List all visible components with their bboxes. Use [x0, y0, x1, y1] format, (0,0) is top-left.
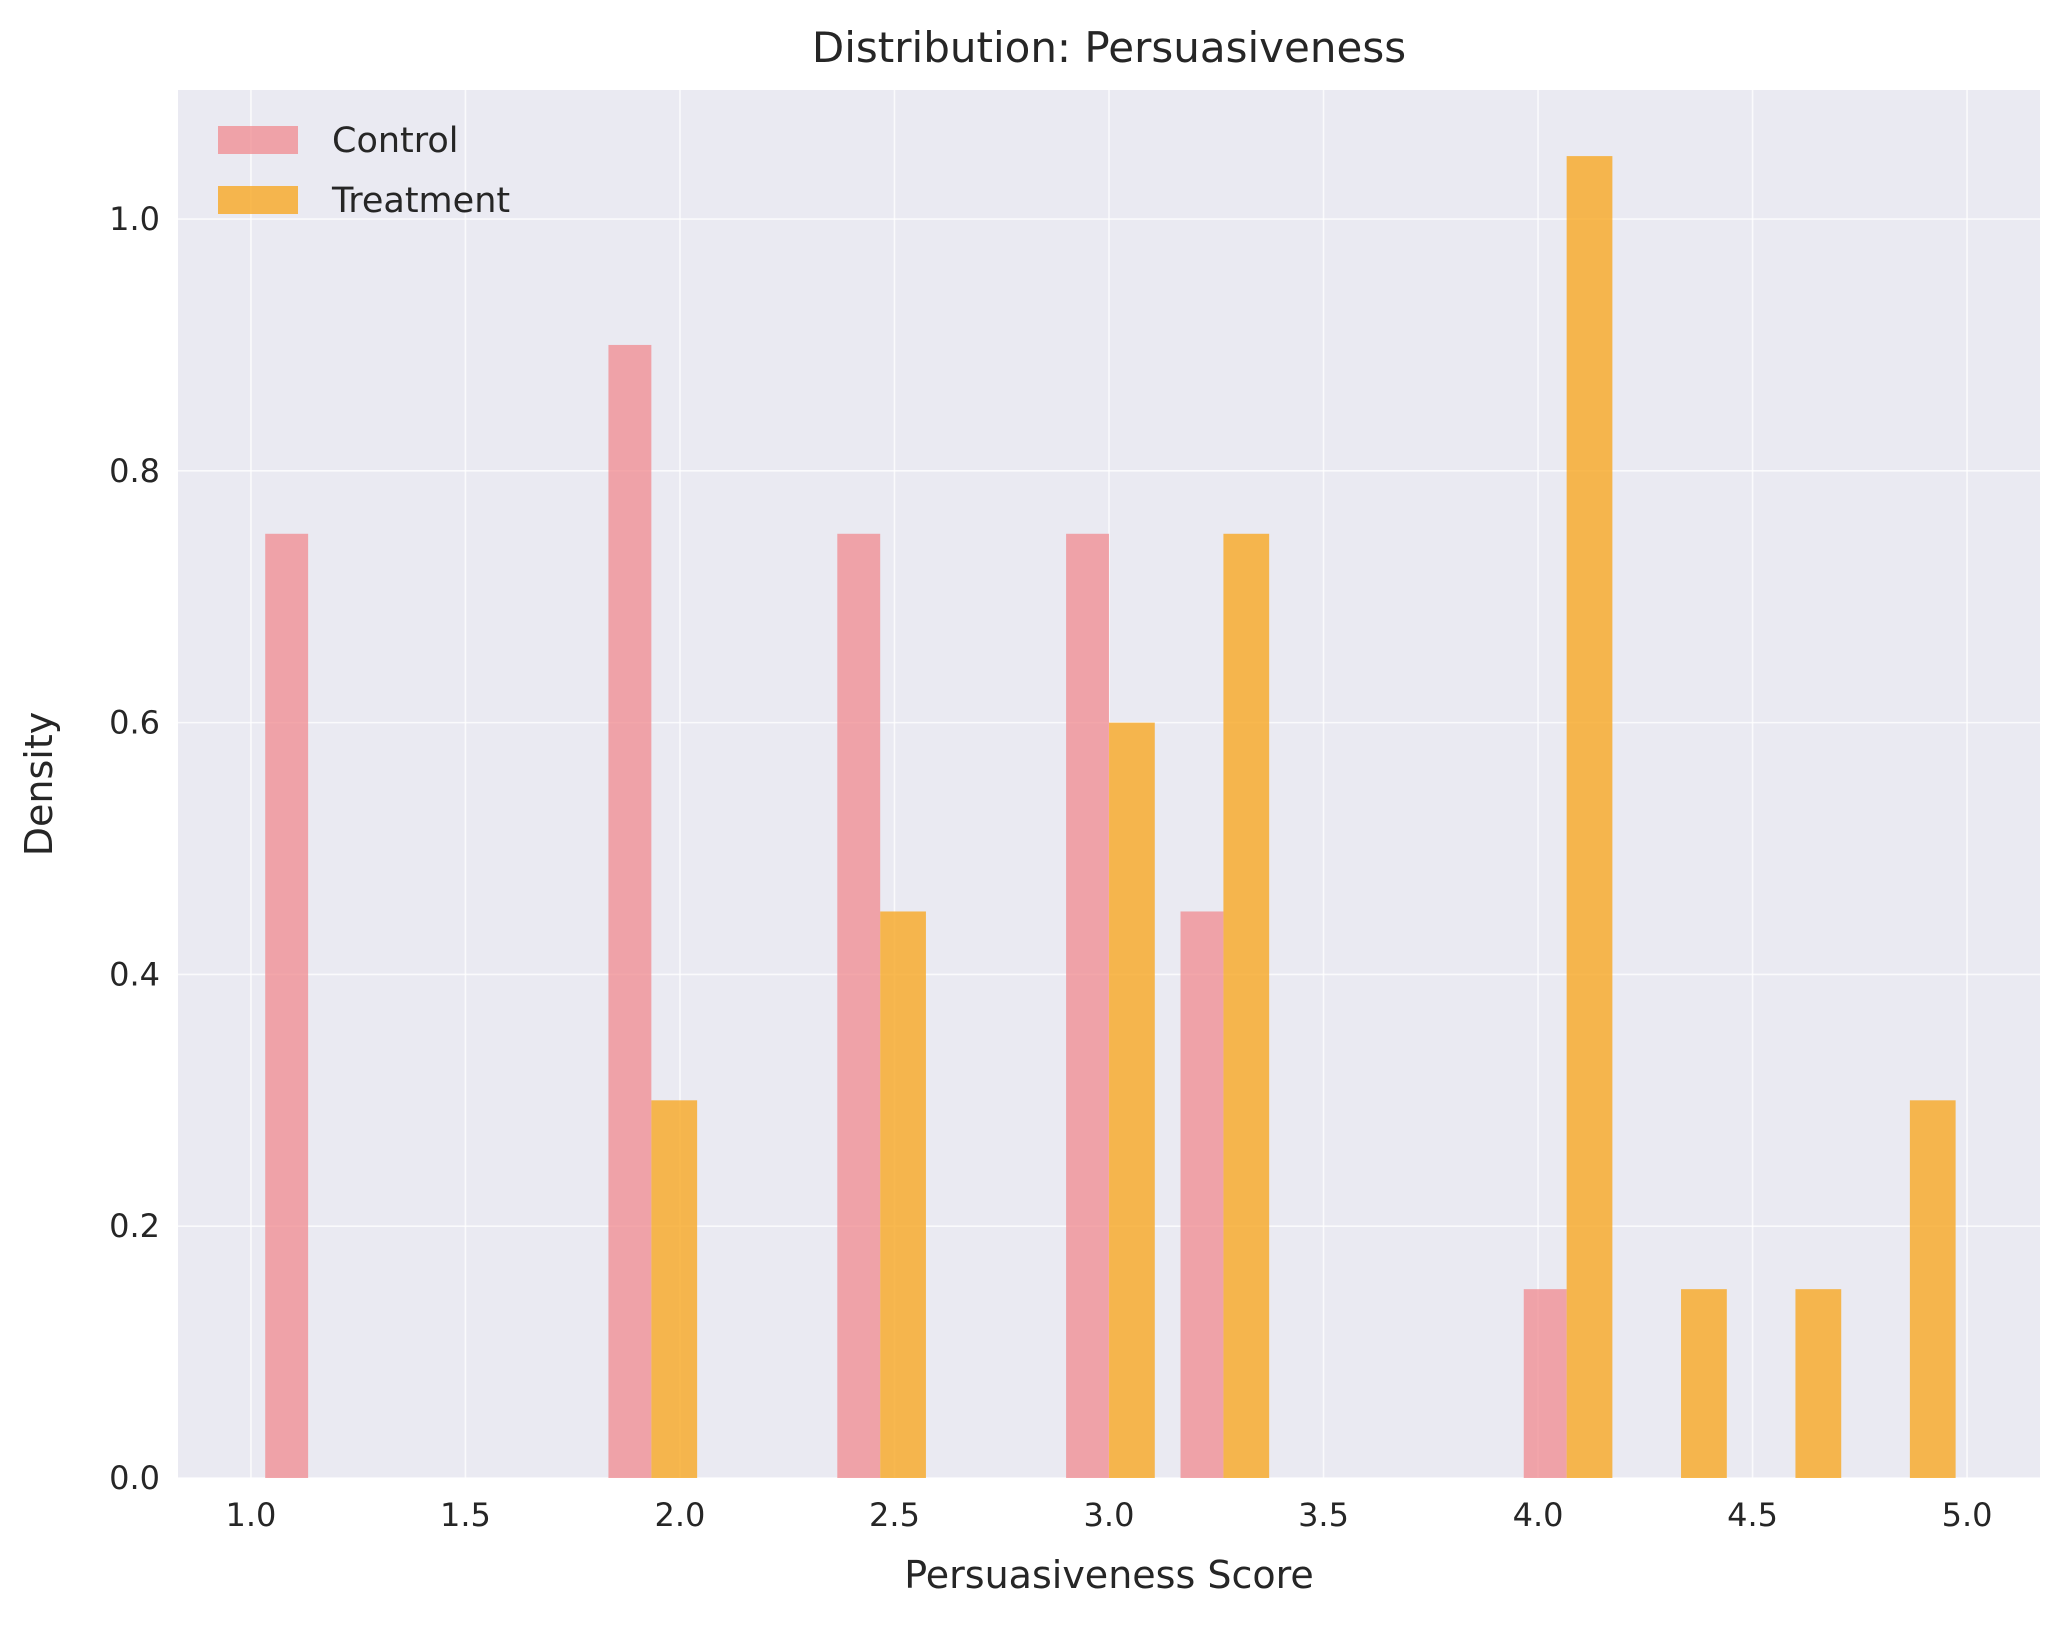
y-tick-labels: 0.0 0.2 0.4 0.6 0.8 1.0 [109, 200, 160, 1497]
x-tick-label: 4.5 [1727, 1496, 1778, 1534]
bar-treatment [1109, 722, 1155, 1478]
bar-control [265, 533, 309, 1478]
bar-treatment [651, 1100, 698, 1478]
bar-treatment [1566, 156, 1613, 1479]
y-tick-label: 0.8 [109, 452, 160, 490]
x-tick-labels: 1.0 1.5 2.0 2.5 3.0 3.5 4.0 4.5 5.0 [225, 1496, 1992, 1534]
x-tick-label: 3.0 [1084, 1496, 1135, 1534]
x-tick-label: 4.0 [1513, 1496, 1564, 1534]
bar-control [837, 533, 881, 1478]
bar-treatment [1909, 1100, 1956, 1478]
bar-treatment [1223, 533, 1270, 1478]
legend-label-treatment: Treatment [331, 181, 510, 221]
legend: Control Treatment [218, 121, 510, 221]
bar-control [608, 344, 652, 1479]
x-tick-label: 1.5 [440, 1496, 491, 1534]
bar-control [1523, 1289, 1567, 1478]
legend-swatch-treatment [218, 186, 298, 214]
chart-title: Distribution: Persuasiveness [812, 23, 1406, 72]
y-tick-label: 0.4 [109, 955, 160, 993]
series-treatment [651, 156, 1956, 1479]
bar-control [1180, 911, 1224, 1478]
bar-control [1066, 533, 1109, 1478]
y-tick-label: 1.0 [109, 200, 160, 238]
y-tick-label: 0.0 [109, 1459, 160, 1497]
x-tick-label: 2.0 [655, 1496, 706, 1534]
series-control [265, 344, 1567, 1479]
y-axis-label: Density [17, 712, 61, 856]
x-tick-label: 5.0 [1942, 1496, 1993, 1534]
bar-treatment [880, 911, 926, 1478]
bars [265, 156, 1956, 1479]
x-axis-label: Persuasiveness Score [904, 1553, 1314, 1597]
x-tick-label: 2.5 [869, 1496, 920, 1534]
x-tick-label: 3.5 [1298, 1496, 1349, 1534]
legend-label-control: Control [332, 121, 459, 161]
bar-treatment [1795, 1289, 1842, 1478]
y-tick-label: 0.6 [109, 704, 160, 742]
legend-swatch-control [218, 126, 298, 154]
bar-treatment [1681, 1289, 1727, 1478]
x-tick-label: 1.0 [225, 1496, 276, 1534]
y-tick-label: 0.2 [109, 1207, 160, 1245]
